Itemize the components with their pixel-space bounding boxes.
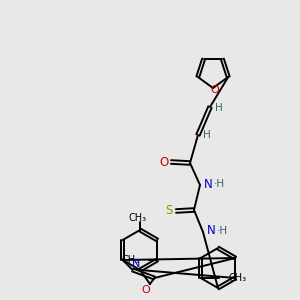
Text: ·H: ·H [214,179,225,189]
Text: N: N [207,224,216,238]
Text: N: N [204,178,213,190]
Text: S: S [165,205,173,218]
Text: CH₃: CH₃ [121,255,139,265]
Text: CH₃: CH₃ [129,213,147,223]
Text: ·H: ·H [217,226,228,236]
Text: O: O [142,285,150,295]
Text: CH₃: CH₃ [229,273,247,283]
Text: H: H [203,130,211,140]
Text: O: O [159,157,169,169]
Text: N: N [131,259,140,269]
Text: H: H [215,103,223,113]
Text: O: O [211,85,219,95]
